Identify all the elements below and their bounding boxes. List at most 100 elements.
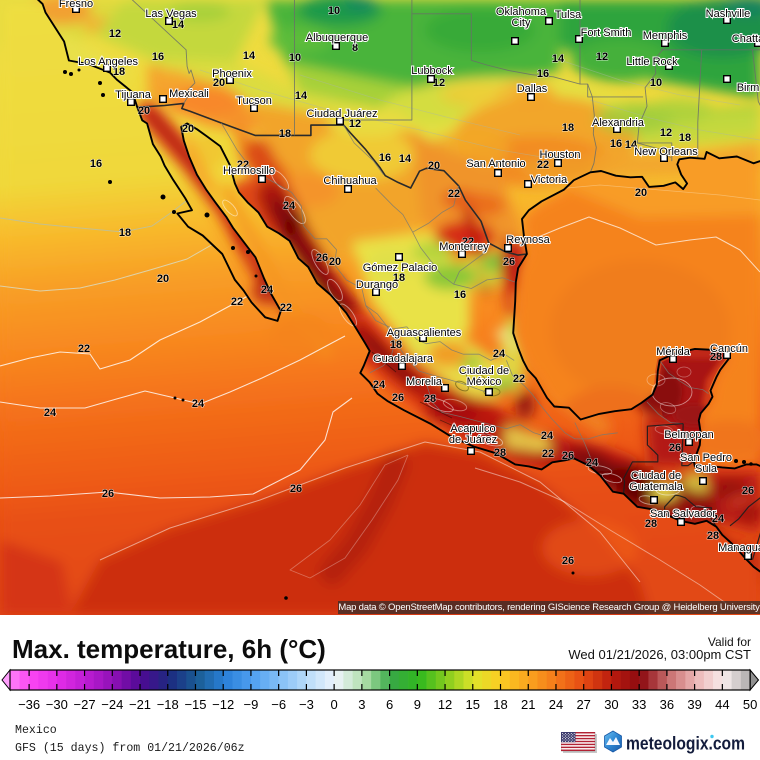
- svg-text:−12: −12: [212, 697, 234, 712]
- svg-text:28: 28: [424, 393, 436, 405]
- svg-text:Cancún: Cancún: [710, 343, 748, 355]
- svg-text:10: 10: [289, 52, 301, 64]
- svg-text:20: 20: [138, 105, 150, 117]
- svg-text:39: 39: [687, 697, 701, 712]
- svg-text:24: 24: [44, 407, 57, 419]
- svg-text:18: 18: [679, 132, 691, 144]
- svg-text:28: 28: [494, 447, 506, 459]
- svg-text:16: 16: [379, 152, 391, 164]
- svg-text:Ciudad de: Ciudad de: [459, 365, 509, 377]
- svg-text:24: 24: [373, 379, 386, 391]
- svg-text:16: 16: [90, 158, 102, 170]
- svg-text:Ciudad de: Ciudad de: [631, 470, 681, 482]
- svg-text:San Antonio: San Antonio: [466, 158, 525, 170]
- svg-text:20: 20: [157, 273, 169, 285]
- svg-text:15: 15: [466, 697, 480, 712]
- svg-text:16: 16: [537, 68, 549, 80]
- svg-text:Victoria: Victoria: [531, 174, 568, 186]
- svg-text:26: 26: [503, 256, 515, 268]
- svg-text:21: 21: [521, 697, 535, 712]
- svg-text:Chihuahua: Chihuahua: [323, 175, 377, 187]
- svg-text:Tulsa: Tulsa: [555, 9, 582, 21]
- svg-text:Hermosillo: Hermosillo: [223, 165, 275, 177]
- svg-text:Ciudad Juárez: Ciudad Juárez: [307, 108, 378, 120]
- svg-text:Gómez Palacio: Gómez Palacio: [363, 262, 438, 274]
- svg-text:24: 24: [493, 348, 506, 360]
- svg-text:28: 28: [707, 530, 719, 542]
- svg-text:27: 27: [576, 697, 590, 712]
- svg-text:San Salvador: San Salvador: [650, 508, 716, 520]
- svg-text:26: 26: [392, 392, 404, 404]
- svg-text:Memphis: Memphis: [643, 30, 688, 42]
- svg-text:24: 24: [192, 398, 205, 410]
- svg-text:22: 22: [231, 296, 243, 308]
- svg-text:Houston: Houston: [540, 149, 581, 161]
- svg-text:22: 22: [537, 159, 549, 171]
- svg-text:10: 10: [328, 5, 340, 17]
- svg-text:26: 26: [102, 488, 114, 500]
- svg-text:Los Angeles: Los Angeles: [78, 56, 138, 68]
- svg-text:−24: −24: [101, 697, 123, 712]
- svg-text:10: 10: [650, 77, 662, 89]
- svg-text:Monterrey: Monterrey: [439, 241, 489, 253]
- svg-text:12: 12: [438, 697, 452, 712]
- svg-text:16: 16: [610, 138, 622, 150]
- svg-text:−30: −30: [46, 697, 68, 712]
- svg-text:Little Rock: Little Rock: [626, 56, 678, 68]
- svg-text:12: 12: [349, 118, 361, 130]
- svg-text:22: 22: [280, 302, 292, 314]
- svg-text:18: 18: [279, 128, 291, 140]
- svg-text:14: 14: [552, 53, 565, 65]
- svg-text:Mexicali: Mexicali: [169, 88, 209, 100]
- svg-text:50: 50: [743, 697, 757, 712]
- svg-text:−21: −21: [129, 697, 151, 712]
- svg-text:20: 20: [182, 123, 194, 135]
- svg-text:18: 18: [493, 697, 507, 712]
- svg-text:26: 26: [562, 450, 574, 462]
- svg-text:Nashville: Nashville: [706, 8, 751, 20]
- svg-text:Mérida: Mérida: [656, 346, 691, 358]
- svg-text:14: 14: [243, 50, 256, 62]
- svg-text:−3: −3: [299, 697, 314, 712]
- svg-text:33: 33: [632, 697, 646, 712]
- svg-text:0: 0: [331, 697, 338, 712]
- svg-text:−9: −9: [244, 697, 259, 712]
- svg-text:Sula: Sula: [695, 463, 718, 475]
- svg-text:México: México: [467, 376, 502, 388]
- svg-text:16: 16: [152, 51, 164, 63]
- svg-text:18: 18: [113, 66, 125, 78]
- svg-text:24: 24: [712, 513, 725, 525]
- svg-text:26: 26: [316, 252, 328, 264]
- svg-text:14: 14: [625, 139, 638, 151]
- svg-text:24: 24: [261, 284, 274, 296]
- svg-text:12: 12: [596, 51, 608, 63]
- svg-text:Guadalajara: Guadalajara: [373, 353, 434, 365]
- svg-text:22: 22: [513, 373, 525, 385]
- svg-text:Birm: Birm: [737, 82, 760, 94]
- svg-text:Durango: Durango: [356, 279, 398, 291]
- svg-text:Tucson: Tucson: [236, 95, 272, 107]
- svg-text:26: 26: [669, 442, 681, 454]
- svg-text:Lubbock: Lubbock: [411, 65, 453, 77]
- svg-text:Fresno: Fresno: [59, 0, 93, 10]
- svg-text:Oklahoma: Oklahoma: [496, 6, 547, 18]
- svg-text:24: 24: [549, 697, 563, 712]
- svg-text:28: 28: [710, 351, 722, 363]
- svg-text:24: 24: [541, 430, 554, 442]
- svg-text:−27: −27: [74, 697, 96, 712]
- svg-text:Albuquerque: Albuquerque: [306, 32, 368, 44]
- svg-text:20: 20: [213, 77, 225, 89]
- svg-text:22: 22: [448, 188, 460, 200]
- svg-text:36: 36: [660, 697, 674, 712]
- svg-text:−6: −6: [271, 697, 286, 712]
- svg-text:Chatta: Chatta: [732, 33, 760, 45]
- svg-text:9: 9: [414, 697, 421, 712]
- svg-text:18: 18: [393, 272, 405, 284]
- svg-text:Guatemala: Guatemala: [629, 481, 684, 493]
- svg-text:San Pedro: San Pedro: [680, 452, 732, 464]
- svg-text:26: 26: [290, 483, 302, 495]
- svg-text:de Juárez: de Juárez: [449, 434, 497, 446]
- svg-text:44: 44: [715, 697, 729, 712]
- svg-text:Dallas: Dallas: [517, 83, 548, 95]
- svg-text:Acapulco: Acapulco: [450, 423, 495, 435]
